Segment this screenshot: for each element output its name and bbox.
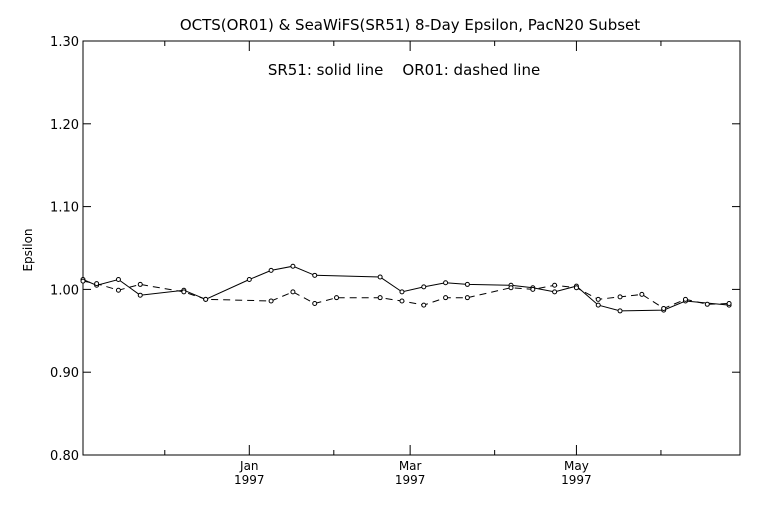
data-point-or01 <box>312 300 318 306</box>
data-point-or01 <box>595 296 601 302</box>
data-point-or01 <box>682 296 688 302</box>
data-point-or01 <box>617 294 623 300</box>
series-or01 <box>80 278 732 311</box>
data-point-or01 <box>573 285 579 291</box>
data-point-or01 <box>421 302 427 308</box>
data-point-or01 <box>268 298 274 304</box>
data-point-or01 <box>552 282 558 288</box>
data-point-sr51 <box>595 302 601 308</box>
data-point-sr51 <box>421 284 427 290</box>
data-point-sr51 <box>399 289 405 295</box>
y-tick-label: 1.30 <box>50 35 79 50</box>
data-point-or01 <box>137 281 143 287</box>
data-point-or01 <box>726 300 732 306</box>
x-tick-label-month: May <box>564 459 589 473</box>
data-point-or01 <box>377 295 383 301</box>
y-axis-label: Epsilon <box>21 228 35 271</box>
data-point-or01 <box>290 289 296 295</box>
y-tick-label: 1.00 <box>50 283 79 298</box>
data-point-sr51 <box>115 276 121 282</box>
y-tick-label: 1.20 <box>50 118 79 133</box>
data-point-sr51 <box>617 308 623 314</box>
data-point-sr51 <box>443 280 449 286</box>
x-tick-label-month: Mar <box>399 459 422 473</box>
data-point-sr51 <box>290 263 296 269</box>
series-annotation: SR51: solid line OR01: dashed line <box>268 61 540 79</box>
x-tick-label-year: 1997 <box>234 473 265 487</box>
data-point-or01 <box>94 281 100 287</box>
series-line-or01 <box>82 280 730 309</box>
data-point-or01 <box>530 286 536 292</box>
data-point-sr51 <box>268 267 274 273</box>
y-tick-label: 1.10 <box>50 201 79 216</box>
data-point-sr51 <box>552 289 558 295</box>
data-point-or01 <box>508 285 514 291</box>
data-point-sr51 <box>246 276 252 282</box>
data-point-or01 <box>203 296 209 302</box>
data-point-or01 <box>639 291 645 297</box>
data-point-or01 <box>115 287 121 293</box>
data-point-or01 <box>443 295 449 301</box>
data-point-sr51 <box>464 281 470 287</box>
data-point-sr51 <box>377 274 383 280</box>
chart-title: OCTS(OR01) & SeaWiFS(SR51) 8-Day Epsilon… <box>180 16 640 34</box>
data-point-or01 <box>661 305 667 311</box>
data-point-sr51 <box>312 272 318 278</box>
data-point-or01 <box>334 295 340 301</box>
y-axis: 0.80 0.90 1.00 1.10 1.20 1.30 <box>50 35 740 464</box>
series-layer <box>80 263 732 314</box>
x-tick-label-year: 1997 <box>395 473 426 487</box>
x-tick-label-year: 1997 <box>561 473 592 487</box>
data-point-or01 <box>399 298 405 304</box>
y-tick-label: 0.90 <box>50 366 79 381</box>
y-tick-label: 0.80 <box>50 449 79 464</box>
plot-frame <box>82 40 741 456</box>
x-tick-label-month: Jan <box>239 459 259 473</box>
data-point-or01 <box>704 301 710 307</box>
data-point-sr51 <box>137 292 143 298</box>
data-point-or01 <box>464 295 470 301</box>
data-point-or01 <box>80 278 86 284</box>
data-point-or01 <box>181 289 187 295</box>
